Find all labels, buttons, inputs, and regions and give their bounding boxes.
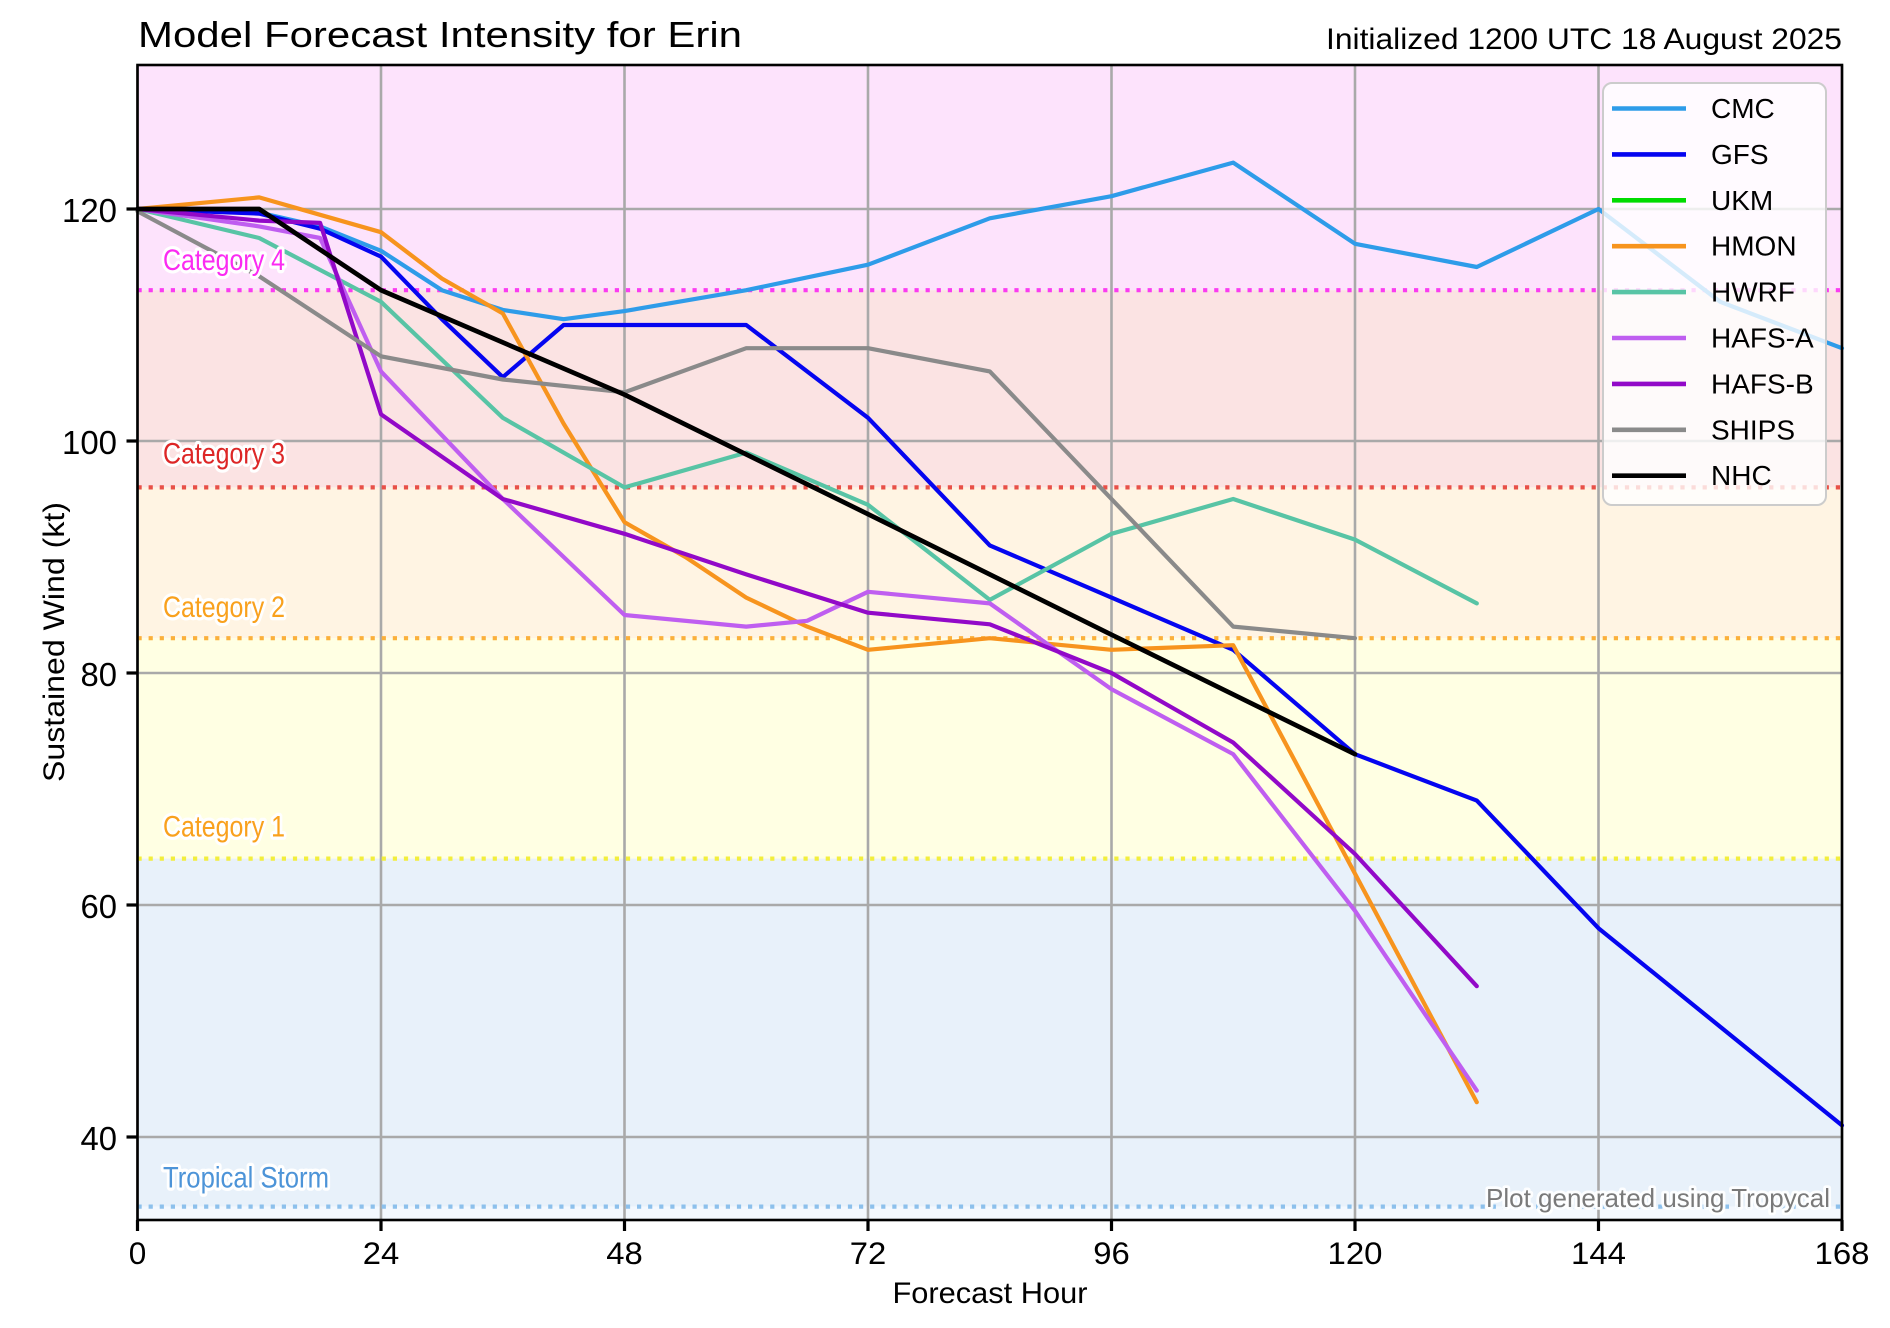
svg-text:168: 168 <box>1815 1235 1870 1271</box>
svg-text:Category 4: Category 4 <box>163 244 285 277</box>
svg-text:CMC: CMC <box>1711 93 1775 124</box>
svg-text:Sustained Wind (kt): Sustained Wind (kt) <box>38 502 71 782</box>
svg-text:Model Forecast Intensity for E: Model Forecast Intensity for Erin <box>138 14 742 55</box>
svg-text:Forecast Hour: Forecast Hour <box>893 1277 1088 1310</box>
svg-text:Category 3: Category 3 <box>163 437 285 470</box>
svg-text:HAFS-A: HAFS-A <box>1711 323 1814 354</box>
svg-text:120: 120 <box>1328 1235 1383 1271</box>
svg-text:120: 120 <box>62 192 117 229</box>
svg-text:Category 2: Category 2 <box>163 591 285 624</box>
svg-text:60: 60 <box>81 888 118 925</box>
svg-text:Category 1: Category 1 <box>163 811 285 844</box>
svg-text:100: 100 <box>62 424 117 461</box>
svg-text:Tropical Storm: Tropical Storm <box>163 1162 329 1195</box>
svg-text:Initialized 1200 UTC 18 August: Initialized 1200 UTC 18 August 2025 <box>1326 23 1842 56</box>
svg-text:40: 40 <box>81 1120 118 1157</box>
svg-text:96: 96 <box>1093 1235 1130 1271</box>
svg-text:UKM: UKM <box>1711 185 1773 216</box>
svg-text:HMON: HMON <box>1711 231 1797 262</box>
svg-text:48: 48 <box>606 1235 643 1271</box>
svg-text:0: 0 <box>129 1235 147 1271</box>
svg-text:144: 144 <box>1571 1235 1626 1271</box>
svg-text:Plot generated using Tropycal: Plot generated using Tropycal <box>1486 1183 1830 1213</box>
svg-text:NHC: NHC <box>1711 460 1772 491</box>
svg-text:72: 72 <box>850 1235 887 1271</box>
svg-text:HWRF: HWRF <box>1711 277 1795 308</box>
svg-text:HAFS-B: HAFS-B <box>1711 368 1814 399</box>
svg-text:24: 24 <box>363 1235 400 1271</box>
svg-text:GFS: GFS <box>1711 139 1769 170</box>
svg-text:80: 80 <box>81 656 118 693</box>
svg-text:SHIPS: SHIPS <box>1711 414 1795 445</box>
